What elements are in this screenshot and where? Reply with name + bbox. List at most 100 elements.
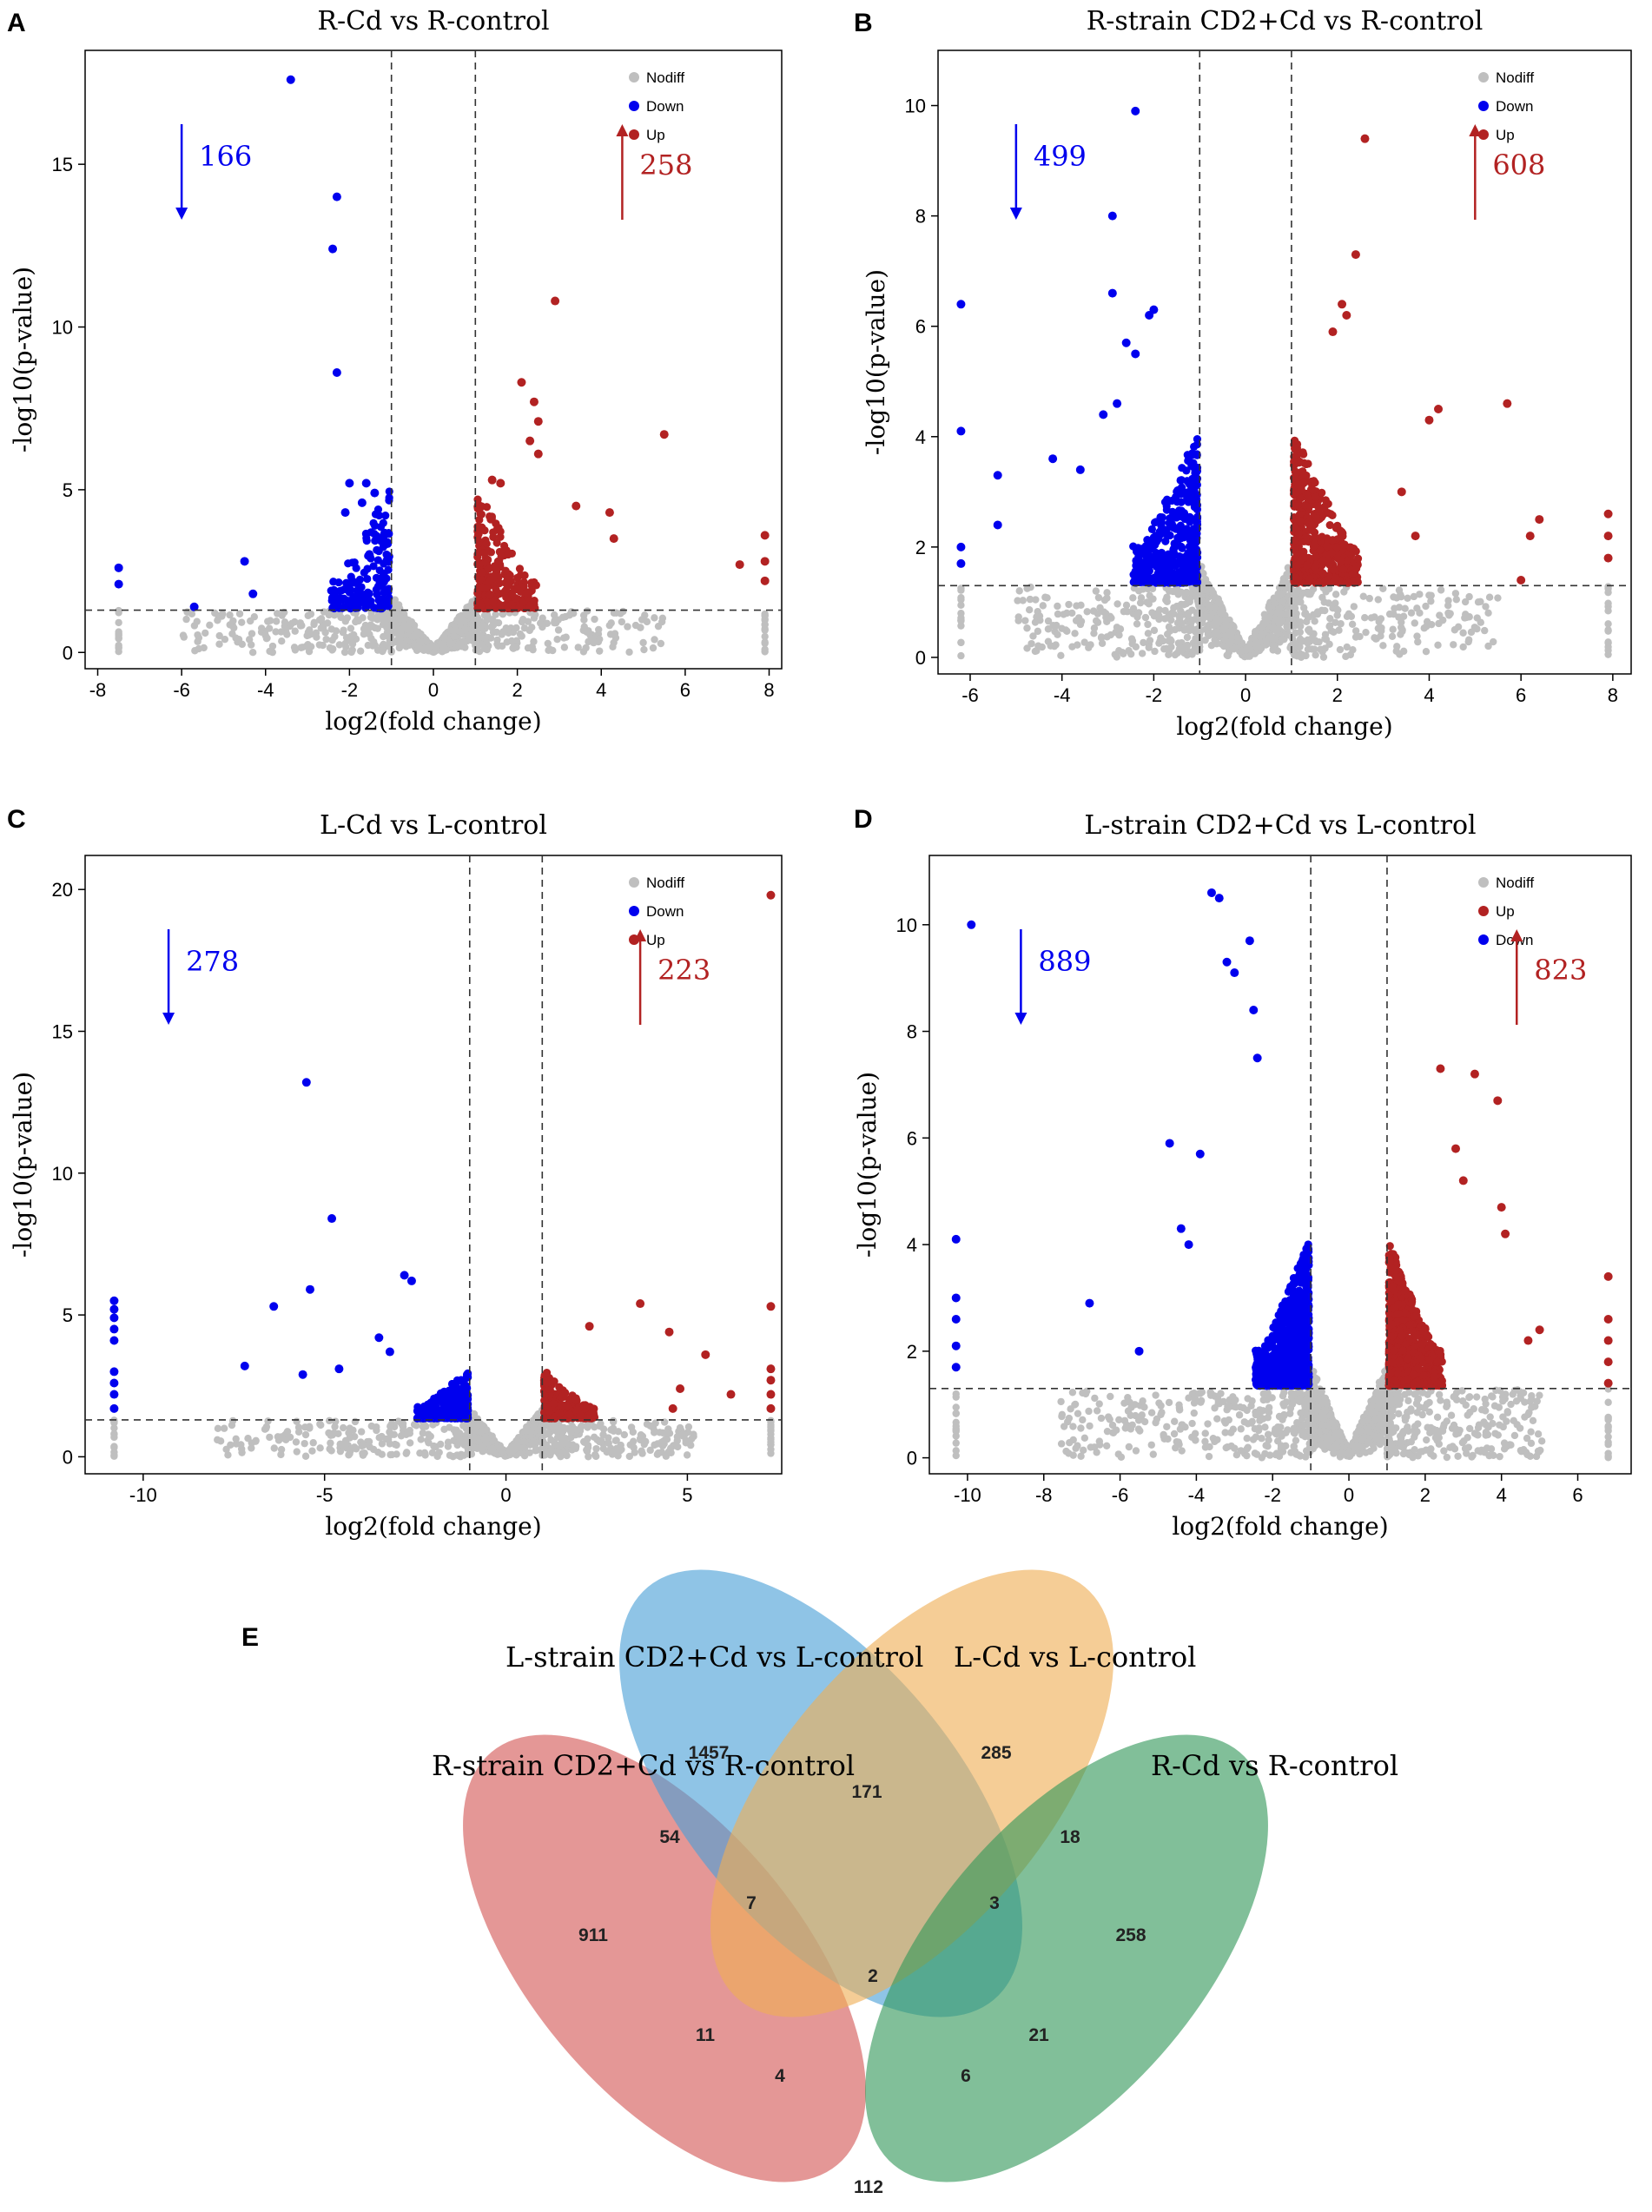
nodiff-point (228, 1421, 236, 1430)
nodiff-point (417, 631, 425, 638)
nodiff-point (115, 630, 122, 637)
up-point (766, 1376, 776, 1385)
up-point (1603, 553, 1613, 563)
nodiff-point (438, 648, 446, 656)
nodiff-point (610, 638, 618, 647)
nodiff-point (618, 617, 626, 626)
nodiff-point (466, 631, 474, 639)
nodiff-point (651, 1427, 658, 1436)
up-point (1299, 450, 1308, 459)
nodiff-point (1294, 643, 1303, 651)
nodiff-point (1332, 599, 1339, 607)
nodiff-point (596, 647, 604, 655)
down-point (1113, 399, 1122, 408)
nodiff-point (683, 1451, 691, 1459)
nodiff-point (360, 630, 368, 638)
nodiff-point (550, 611, 558, 619)
down-point (370, 488, 380, 498)
down-point (342, 578, 351, 587)
up-point (1292, 469, 1300, 478)
nodiff-point (325, 1416, 334, 1425)
nodiff-point (605, 1439, 612, 1447)
down-point (446, 1395, 454, 1403)
nodiff-point (351, 1417, 360, 1426)
x-tick-label: -6 (173, 679, 190, 701)
nodiff-point (1181, 644, 1189, 651)
nodiff-point (484, 615, 492, 623)
down-point (1131, 106, 1140, 116)
volcano-panel-b: B R-strain CD2+Cd vs R-control-6 -4 -2 0 2 4 6 8… (854, 6, 1632, 741)
nodiff-point (341, 1441, 350, 1449)
up-point (1338, 300, 1347, 309)
nodiff-point (1246, 640, 1254, 648)
nodiff-point (1270, 594, 1278, 602)
up-point (1352, 564, 1361, 573)
up-point (1525, 532, 1535, 541)
nodiff-point (761, 611, 769, 619)
nodiff-point (1023, 624, 1031, 632)
nodiff-point (1186, 626, 1193, 634)
down-point (109, 1313, 119, 1323)
down-point (1141, 572, 1150, 581)
nodiff-point (1335, 626, 1343, 634)
down-point (345, 479, 354, 488)
down-point (327, 1214, 337, 1224)
nodiff-points (957, 557, 1612, 661)
up-point (473, 530, 483, 539)
nodiff-point (657, 1438, 665, 1446)
nodiff-point (1288, 605, 1296, 613)
legend-marker (629, 129, 639, 140)
nodiff-point (182, 615, 190, 624)
nodiff-point (1054, 602, 1061, 611)
up-point (1311, 492, 1320, 501)
nodiff-point (1416, 591, 1424, 598)
nodiff-point (406, 1430, 414, 1437)
nodiff-point (433, 1452, 441, 1461)
nodiff-point (317, 624, 325, 632)
nodiff-point (603, 1448, 611, 1456)
up-point (480, 549, 489, 558)
down-point (1189, 450, 1198, 459)
nodiff-point (1204, 631, 1213, 638)
nodiff-point (1420, 624, 1428, 632)
nodiff-point (1407, 609, 1416, 617)
down-point (361, 479, 371, 488)
nodiff-point (1151, 647, 1159, 656)
nodiff-point (1139, 585, 1147, 593)
nodiff-point (446, 626, 455, 634)
nodiff-point (446, 1451, 454, 1459)
down-point (1180, 568, 1188, 577)
nodiff-point (579, 1437, 588, 1446)
nodiff-point (1184, 610, 1193, 618)
points-layer (956, 106, 1613, 661)
nodiff-point (1305, 628, 1314, 636)
nodiff-point (663, 1436, 671, 1443)
down-point (348, 558, 357, 567)
up-point (489, 528, 498, 537)
nodiff-point (528, 624, 536, 631)
nodiff-point (530, 614, 539, 622)
nodiff-point (330, 1429, 338, 1437)
nodiff-point (232, 1435, 240, 1443)
nodiff-point (1413, 604, 1421, 612)
nodiff-point (270, 1444, 278, 1452)
nodiff-point (1065, 600, 1073, 609)
nodiff-point (1389, 625, 1397, 633)
nodiff-point (430, 1442, 438, 1450)
down-point (109, 1324, 119, 1334)
y-tick-label: 5 (63, 479, 73, 501)
nodiff-point (1159, 637, 1167, 645)
nodiff-point (1160, 645, 1168, 653)
nodiff-point (325, 611, 333, 619)
nodiff-point (1194, 611, 1202, 618)
down-point (1146, 551, 1154, 561)
up-point (508, 590, 517, 599)
nodiff-point (378, 1450, 387, 1458)
nodiff-point (542, 1430, 551, 1437)
nodiff-points (115, 593, 769, 657)
nodiff-point (1399, 612, 1408, 620)
nodiff-point (524, 617, 532, 625)
down-arrow-head (175, 208, 188, 220)
legend-label: Nodiff (1496, 69, 1534, 86)
up-point (572, 1395, 580, 1403)
